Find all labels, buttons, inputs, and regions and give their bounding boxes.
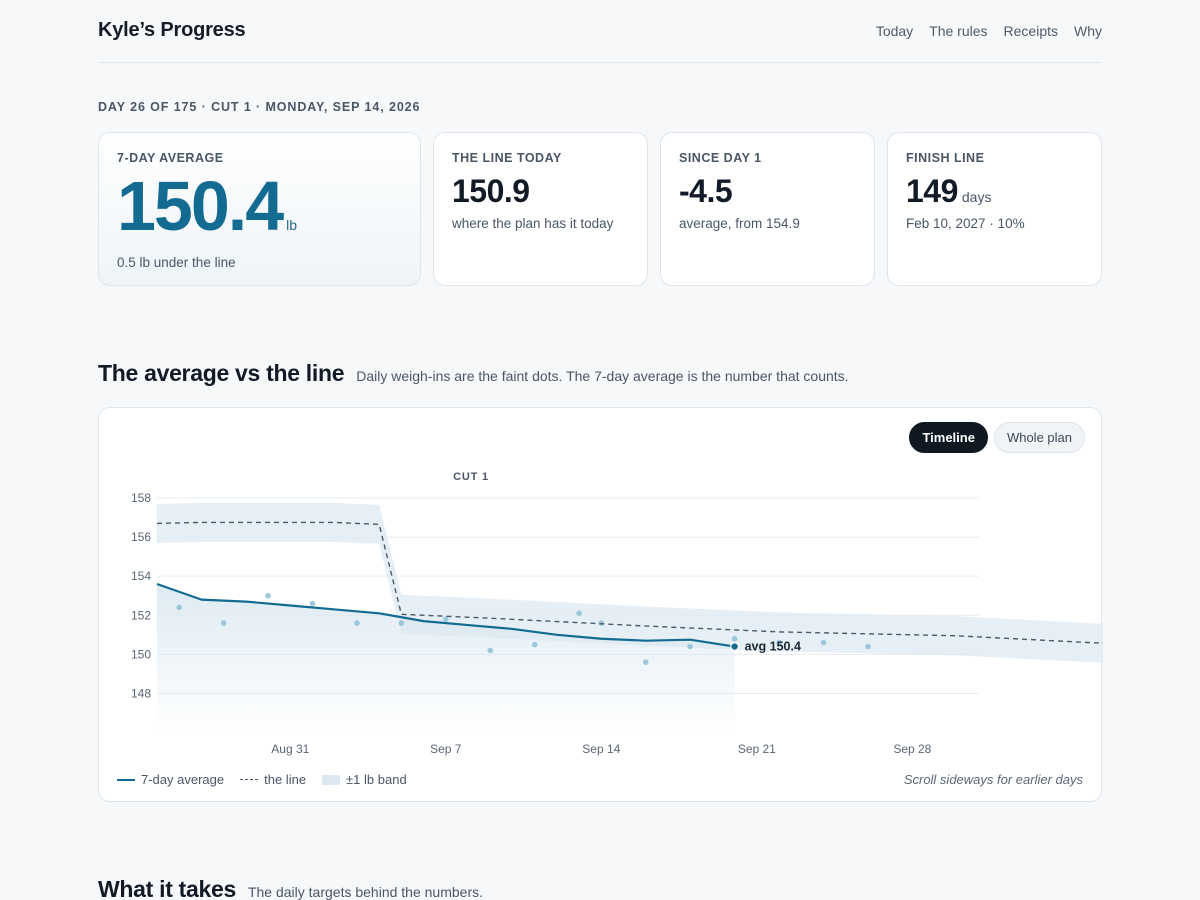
stat-number: -4.5 xyxy=(679,173,733,209)
weigh-in-dot xyxy=(531,641,538,648)
stat-value: 150.9 xyxy=(452,173,629,210)
legend-avg-label: 7-day average xyxy=(141,772,225,787)
x-tick-label: Sep 14 xyxy=(582,742,620,756)
page: Kyle’s Progress Today The rules Receipts… xyxy=(98,0,1103,900)
day-eyebrow: DAY 26 OF 175 · CUT 1 · MONDAY, SEP 14, … xyxy=(98,100,421,114)
x-tick-label: Sep 7 xyxy=(430,742,462,756)
legend-line-label: the line xyxy=(264,772,307,787)
y-tick-label: 156 xyxy=(131,530,151,544)
weigh-in-dot xyxy=(309,600,316,607)
stat-sub: where the plan has it today xyxy=(452,216,614,231)
brand-title[interactable]: Kyle’s Progress xyxy=(98,19,246,41)
stat-card-finish-line: FINISH LINE 149 days Feb 10, 2027 · 10% xyxy=(887,132,1102,286)
weigh-in-dot xyxy=(731,635,738,642)
stat-unit: days xyxy=(961,189,992,205)
stat-value: 150.4 lb xyxy=(117,171,402,241)
weigh-in-dot xyxy=(354,620,360,626)
stat-label: FINISH LINE xyxy=(906,151,985,165)
phase-label: CUT 1 xyxy=(453,471,489,483)
legend-band-swatch xyxy=(322,774,341,785)
main-nav: Today The rules Receipts Why xyxy=(876,23,1102,39)
y-tick-label: 150 xyxy=(131,647,151,661)
y-tick-label: 158 xyxy=(131,491,151,505)
plan-line xyxy=(156,521,1103,644)
stat-value: 149 days xyxy=(906,173,1083,210)
whole-plan-button[interactable]: Whole plan xyxy=(993,422,1085,453)
section-desc: The daily targets behind the numbers. xyxy=(247,884,483,900)
weigh-in-dot xyxy=(176,604,183,611)
x-tick-label: Sep 21 xyxy=(738,742,776,756)
nav-receipts[interactable]: Receipts xyxy=(1003,23,1058,39)
current-avg-dot xyxy=(730,642,740,651)
stat-number: 150.9 xyxy=(452,173,530,209)
nav-the-rules[interactable]: The rules xyxy=(929,23,988,39)
y-tick-label: 154 xyxy=(131,569,151,583)
stat-label: SINCE DAY 1 xyxy=(679,151,762,165)
y-tick-label: 152 xyxy=(131,608,151,622)
band-area xyxy=(157,502,1103,663)
x-tick-label: Sep 28 xyxy=(893,742,931,756)
weigh-in-dot xyxy=(687,643,693,650)
legend-band: ±1 lb band xyxy=(322,772,407,787)
stat-number: 149 xyxy=(906,173,958,209)
x-tick-label: Aug 31 xyxy=(271,742,309,756)
timeline-button[interactable]: Timeline xyxy=(909,422,988,453)
weight-chart: 148 150 152 154 156 158 Aug 31 Sep 7 Sep 14 Sep 2… xyxy=(131,471,1103,756)
stat-sub: 0.5 lb under the line xyxy=(117,255,236,270)
targets-section-heading: What it takes The daily targets behind t… xyxy=(98,876,483,900)
section-title: What it takes xyxy=(98,876,236,900)
legend-line: the line xyxy=(240,772,306,787)
stat-label: 7-DAY AVERAGE xyxy=(117,151,224,165)
y-tick-label: 148 xyxy=(131,686,151,700)
nav-today[interactable]: Today xyxy=(875,23,914,39)
weigh-in-dot xyxy=(865,643,871,650)
avg-area xyxy=(157,584,735,733)
stat-label: THE LINE TODAY xyxy=(452,151,562,165)
chart-legend: 7-day average the line ±1 lb band xyxy=(117,772,407,787)
stat-card-average: 7-DAY AVERAGE 150.4 lb 0.5 lb under the … xyxy=(98,132,421,286)
view-toggle: Timeline Whole plan xyxy=(909,422,1085,453)
stat-sub: Feb 10, 2027 · 10% xyxy=(906,216,1025,231)
weigh-in-dot xyxy=(487,647,494,654)
weigh-in-dot xyxy=(642,659,649,665)
weigh-in-dot xyxy=(265,592,271,599)
stat-unit: lb xyxy=(286,217,298,233)
weigh-in-dot xyxy=(220,620,227,626)
weigh-in-dot xyxy=(820,639,827,646)
stat-sub: average, from 154.9 xyxy=(679,216,800,231)
legend-band-label: ±1 lb band xyxy=(346,772,407,787)
nav-why[interactable]: Why xyxy=(1074,23,1102,39)
weigh-in-dot xyxy=(576,610,582,617)
stat-cards: 7-DAY AVERAGE 150.4 lb 0.5 lb under the … xyxy=(98,132,1102,286)
weigh-in-dot xyxy=(398,620,405,626)
avg-line xyxy=(156,582,735,648)
weigh-in-dot xyxy=(776,639,782,646)
chart-section-heading: The average vs the line Daily weigh-ins … xyxy=(98,360,849,387)
legend-avg-swatch xyxy=(117,778,135,781)
stat-value: -4.5 xyxy=(679,173,856,210)
legend-avg: 7-day average xyxy=(117,772,224,787)
section-desc: Daily weigh-ins are the faint dots. The … xyxy=(356,368,849,384)
top-bar: Kyle’s Progress Today The rules Receipts… xyxy=(98,0,1102,63)
stat-card-since-day1: SINCE DAY 1 -4.5 average, from 154.9 xyxy=(660,132,875,286)
legend-line-swatch xyxy=(240,779,259,780)
weigh-in-dot xyxy=(443,616,449,622)
scroll-hint: Scroll sideways for earlier days xyxy=(903,772,1083,787)
chart-panel: 148 150 152 154 156 158 Aug 31 Sep 7 Sep 14 Sep 2… xyxy=(98,407,1103,802)
section-title: The average vs the line xyxy=(98,360,345,386)
stat-number: 150.4 xyxy=(117,167,284,245)
current-avg-label: avg 150.4 xyxy=(745,640,801,654)
stat-card-line-today: THE LINE TODAY 150.9 where the plan has … xyxy=(433,132,648,286)
